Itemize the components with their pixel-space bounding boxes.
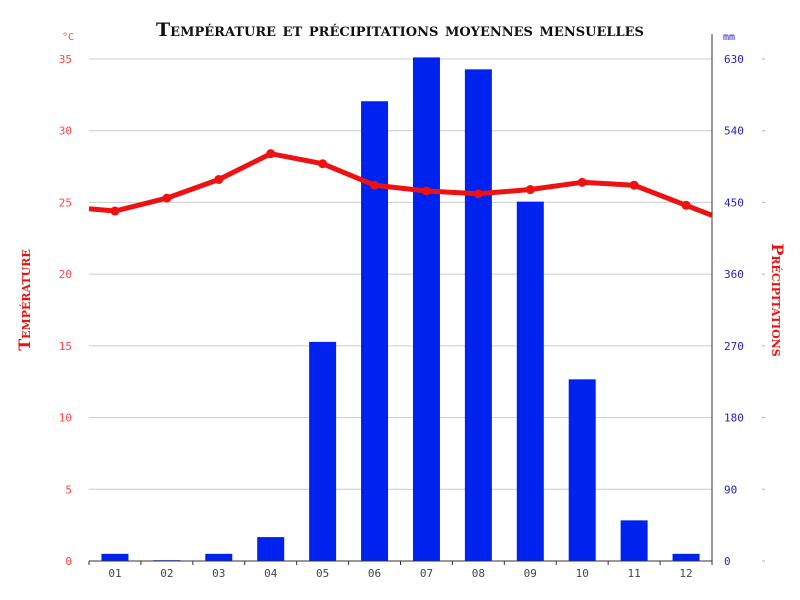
precipitation-tick-label: 180 <box>724 412 744 425</box>
precipitation-bar <box>568 379 596 561</box>
precipitation-bar <box>620 520 648 561</box>
precipitation-bar <box>257 537 285 561</box>
temperature-point <box>577 177 587 187</box>
axes <box>88 34 713 565</box>
temperature-point <box>525 185 535 195</box>
month-tick-label: 11 <box>628 567 641 580</box>
temperature-point <box>421 186 431 196</box>
temperature-tick-label: 35 <box>59 53 72 66</box>
month-tick-label: 04 <box>264 567 278 580</box>
precipitation-tick-label: 0 <box>724 555 731 568</box>
temperature-line-group <box>88 149 713 218</box>
precipitation-tick-label: 630 <box>724 53 744 66</box>
month-tick-label: 09 <box>524 567 537 580</box>
precipitation-tick-labels: 0 90 180 270 360 450 540 630 <box>724 53 765 568</box>
month-tick-label: 05 <box>316 567 329 580</box>
precipitation-bar <box>101 553 129 561</box>
month-tick-label: 01 <box>108 567 121 580</box>
precipitation-tick-label: 90 <box>724 483 737 496</box>
temperature-point <box>110 206 120 216</box>
precipitation-bars <box>101 57 700 562</box>
temperature-point <box>162 193 172 203</box>
precipitation-bar <box>516 201 544 561</box>
precipitation-tick-label: 270 <box>724 340 744 353</box>
precipitation-bar <box>309 341 337 561</box>
left-axis-unit: °C <box>62 32 74 43</box>
precipitation-bar <box>464 69 492 561</box>
precipitation-bar <box>361 101 389 561</box>
temperature-point <box>318 159 328 169</box>
month-tick-label: 03 <box>212 567 225 580</box>
temperature-point <box>629 180 639 190</box>
month-tick-label: 02 <box>160 567 173 580</box>
precipitation-bar <box>672 553 700 561</box>
month-tick-labels: 01 02 03 04 05 06 07 08 09 10 11 12 <box>108 567 692 580</box>
temperature-tick-label: 20 <box>59 268 72 281</box>
month-tick-label: 07 <box>420 567 433 580</box>
month-tick-label: 06 <box>368 567 381 580</box>
chart-title: Température et précipitations moyennes m… <box>156 19 644 41</box>
month-tick-label: 10 <box>576 567 589 580</box>
month-tick-label: 08 <box>472 567 485 580</box>
precipitation-bar <box>412 57 440 562</box>
precipitation-bar <box>205 553 233 561</box>
precipitation-tick-label: 450 <box>724 196 744 209</box>
gridlines <box>89 58 712 490</box>
temperature-tick-labels: 0 5 10 15 20 25 30 35 <box>59 53 72 568</box>
right-axis-label: Précipitations <box>768 243 787 356</box>
temperature-tick-label: 5 <box>65 483 72 496</box>
month-tick-label: 12 <box>679 567 692 580</box>
temperature-tick-label: 30 <box>59 125 72 138</box>
left-axis-label: Température <box>15 249 34 351</box>
temperature-tick-label: 10 <box>59 412 72 425</box>
temperature-point <box>370 180 380 190</box>
temperature-line <box>88 151 713 218</box>
precipitation-tick-label: 540 <box>724 125 744 138</box>
right-axis-unit: mm <box>723 32 735 43</box>
temperature-tick-label: 25 <box>59 196 72 209</box>
precipitation-tick-label: 360 <box>724 268 744 281</box>
temperature-point <box>214 174 224 184</box>
temperature-tick-label: 0 <box>65 555 72 568</box>
temperature-point <box>473 189 483 199</box>
temperature-point <box>681 200 691 210</box>
temperature-point <box>266 149 276 159</box>
temperature-tick-label: 15 <box>59 340 72 353</box>
